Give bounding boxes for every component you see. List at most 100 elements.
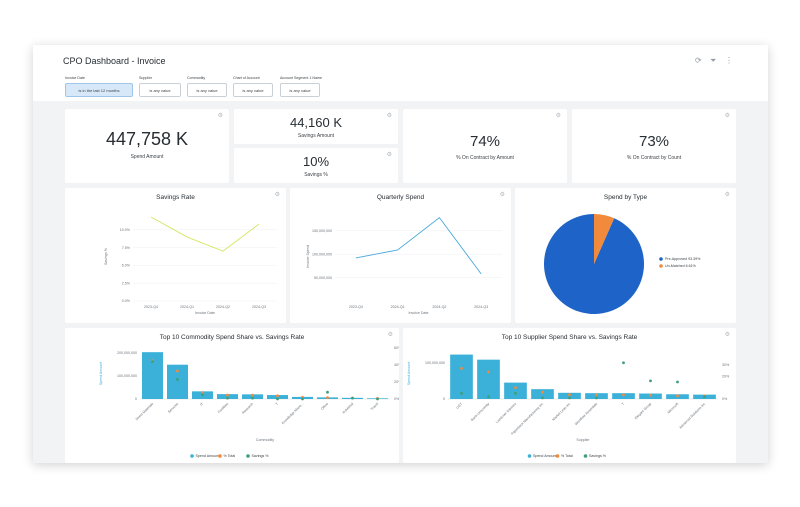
- y-tick-label: 10.0%: [120, 228, 131, 232]
- bar: [217, 394, 238, 399]
- gear-icon[interactable]: ⚙: [555, 113, 561, 119]
- pie-slice: [594, 214, 615, 264]
- bar: [504, 382, 527, 399]
- pct-total-point: [176, 369, 179, 373]
- filter-label-commodity: Commodity: [187, 76, 206, 80]
- quarterly-spend-tile: ⚙ Quarterly Spend 50,000,000 100,000,000 1…: [290, 188, 511, 323]
- legend-label: % Total: [561, 454, 573, 458]
- gear-icon[interactable]: ⚙: [217, 113, 223, 119]
- y-tick-label: 5.0%: [122, 264, 131, 268]
- pct-total-point: [595, 393, 598, 397]
- legend-marker: [246, 454, 250, 458]
- pct-total-point: [460, 367, 463, 370]
- gear-icon[interactable]: ⚙: [386, 113, 392, 119]
- legend-marker: [659, 264, 663, 268]
- x-tick-label: Office: [320, 402, 329, 411]
- legend-label: Pre-Approved 93.39%: [665, 257, 701, 261]
- x-tick-label: Bank Unscrimity: [470, 402, 490, 422]
- spend-by-type-chart: Pre-Approved 93.39% Un-Matched 6.61%: [544, 214, 701, 314]
- bar: [142, 352, 163, 399]
- x-tick-label: 2024-Q2: [216, 305, 230, 309]
- pct-total-point: [676, 394, 679, 398]
- savings-point: [351, 396, 354, 400]
- savings-point: [151, 360, 154, 363]
- savings-point: [301, 397, 304, 401]
- legend-marker: [659, 257, 663, 261]
- more-vertical-icon[interactable]: ⋮: [725, 56, 733, 65]
- filter-account-segment[interactable]: is any value: [280, 83, 320, 97]
- refresh-icon[interactable]: ⟳: [695, 56, 702, 65]
- filter-icon[interactable]: ⏷: [710, 56, 717, 65]
- y-tick-label: 100,000,000: [312, 252, 332, 256]
- x-tick-label: Services: [167, 402, 179, 414]
- kpi-on-contract-amount-tile: ⚙ 74% % On Contract by Amount: [403, 109, 567, 183]
- y-right-tick-label: 40%: [394, 363, 399, 367]
- y-axis-label: Savings %: [104, 247, 108, 265]
- x-axis-label: Commodity: [256, 438, 274, 442]
- y-axis-label: Spend Amount: [99, 362, 103, 386]
- savings-point: [676, 380, 679, 384]
- filter-chart-of-account[interactable]: is any value: [233, 83, 273, 97]
- bar: [167, 364, 188, 399]
- x-axis-label: Invoice Date: [195, 311, 215, 315]
- legend-marker: [218, 454, 222, 458]
- gear-icon[interactable]: ⚙: [724, 332, 730, 338]
- legend-marker: [583, 454, 588, 458]
- filter-label-chart-of-account: Chart of Account: [233, 76, 260, 80]
- filter-supplier[interactable]: is any value: [139, 83, 181, 97]
- kpi-on-contract-count-label: % On Contract by Count: [626, 155, 682, 161]
- pct-total-point: [487, 370, 490, 374]
- gear-icon[interactable]: ⚙: [386, 152, 392, 158]
- dashboard-header: CPO Dashboard - Invoice ⟳ ⏷ ⋮ Invoice Da…: [33, 45, 768, 101]
- y-tick-label: 200,000,000: [117, 351, 137, 355]
- y-axis-label: Invoice Spend: [306, 245, 310, 268]
- x-tick-label: Workflow Essentials: [574, 402, 598, 426]
- x-tick-label: Knowledge Mana...: [281, 402, 304, 425]
- filter-invoice-date[interactable]: is in the last 12 months: [65, 83, 133, 97]
- gear-icon[interactable]: ⚙: [387, 332, 393, 338]
- x-axis-label: Supplier: [576, 438, 590, 442]
- filter-commodity[interactable]: is any value: [187, 83, 227, 97]
- y-axis-label: Spend Amount: [407, 362, 411, 386]
- savings-point: [595, 396, 598, 400]
- x-tick-label: Research: [241, 402, 254, 415]
- pct-total-point: [201, 391, 204, 395]
- y-right-tick-label: 0%: [394, 397, 399, 401]
- savings-point: [622, 361, 625, 365]
- kpi-spend-amount-label: Spend Amount: [130, 154, 164, 160]
- kpi-savings-pct-value: 10%: [302, 154, 330, 169]
- gear-icon[interactable]: ⚙: [724, 192, 730, 198]
- x-tick-label: T: [621, 402, 625, 406]
- kpi-on-contract-count-value: 73%: [638, 133, 670, 150]
- y-tick-label: 0: [443, 397, 445, 401]
- x-tick-label: 2024-Q2: [432, 305, 446, 309]
- kpi-savings-pct-label: Savings %: [304, 172, 328, 178]
- x-tick-label: 2024-Q1: [180, 305, 194, 309]
- gear-icon[interactable]: ⚙: [499, 192, 505, 198]
- y-tick-label: 100,000,000: [425, 361, 445, 365]
- chart-title: Savings Rate: [156, 194, 195, 201]
- y-tick-label: 2.5%: [122, 281, 131, 285]
- y-tick-label: 50,000,000: [314, 276, 332, 280]
- legend-label: % Total: [224, 454, 236, 458]
- kpi-spend-amount-tile: ⚙ 447,758 K Spend Amount: [65, 109, 229, 183]
- gear-icon[interactable]: ⚙: [274, 192, 280, 198]
- savings-point: [376, 397, 379, 401]
- x-tick-label: Facilities: [217, 402, 229, 414]
- savings-point: [326, 390, 329, 394]
- legend-marker: [555, 454, 560, 458]
- pct-total-point: [541, 390, 544, 394]
- kpi-savings-amount-tile: ⚙ 44,160 K Savings Amount: [234, 109, 398, 144]
- kpi-on-contract-amount-label: % On Contract by Amount: [456, 155, 514, 161]
- y-tick-label: 0: [135, 397, 137, 401]
- top10-supplier-tile: ⚙ Top 10 Supplier Spend Share vs. Saving…: [403, 328, 736, 463]
- x-axis-label: Invoice Date: [409, 311, 429, 315]
- savings-rate-tile: ⚙ Savings Rate 0.0% 2.5% 5.0% 7.5% 10.0% 2023…: [65, 188, 286, 323]
- gear-icon[interactable]: ⚙: [724, 113, 730, 119]
- x-tick-label: Industrial: [342, 402, 355, 415]
- filter-label-account-segment: Account Segment 1 Name: [280, 76, 322, 80]
- kpi-savings-amount-label: Savings Amount: [297, 133, 335, 139]
- kpi-savings-amount-value: 44,160 K: [289, 115, 343, 130]
- legend-label: Spend Amount: [196, 454, 220, 458]
- y-right-tick-label: 20%: [722, 375, 730, 379]
